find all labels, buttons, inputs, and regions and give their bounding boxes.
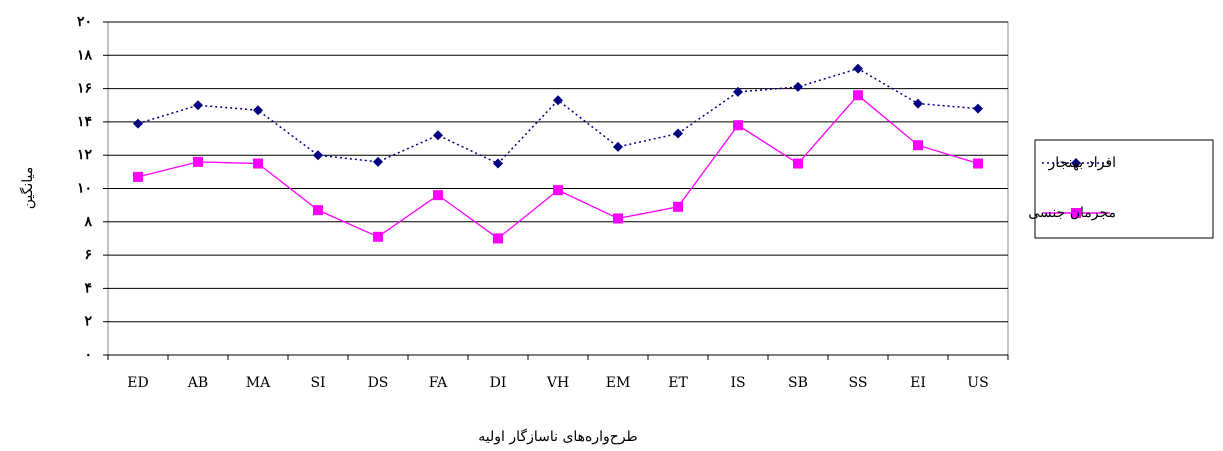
x-tick-label: ET [668, 375, 688, 391]
point [553, 95, 563, 106]
x-tick-label: DS [368, 375, 389, 391]
y-tick-label: ۲ [84, 314, 92, 330]
point [313, 205, 323, 216]
point [133, 171, 143, 182]
series-line [137, 94, 979, 240]
point [613, 141, 623, 152]
y-tick-label: ۱۶ [77, 81, 92, 97]
point [553, 185, 563, 196]
point [253, 158, 263, 169]
point [853, 63, 863, 74]
x-tick-label: MA [246, 375, 271, 391]
point [733, 120, 743, 131]
point [193, 156, 203, 167]
legend-marker [1071, 208, 1081, 218]
point [733, 86, 743, 97]
y-tick-label: ۱۴ [77, 114, 92, 130]
point [913, 140, 923, 151]
y-tick-label: ۴ [84, 280, 92, 296]
point [793, 158, 803, 169]
legend-label: افراد بهنجار [1047, 155, 1116, 171]
y-tick-label: ۸ [83, 214, 92, 230]
point [493, 158, 503, 169]
x-tick-label: VH [546, 375, 569, 391]
point [133, 118, 143, 129]
point [853, 90, 863, 101]
point [373, 156, 383, 167]
x-tick-label: SI [310, 375, 325, 391]
x-tick-label: SS [849, 375, 868, 391]
point [973, 103, 983, 114]
point [433, 190, 443, 201]
y-tick-label: ۱۰ [77, 181, 92, 197]
x-tick-label: IS [730, 375, 745, 391]
point [493, 233, 503, 244]
x-tick-label: EM [606, 375, 631, 391]
point [373, 231, 383, 242]
legend-label: مجرمان جنسی [1028, 205, 1116, 221]
point [913, 98, 923, 109]
x-axis-title: طرح‌واره‌های ناسازگار اولیه [478, 428, 637, 445]
point [313, 150, 323, 161]
point [253, 105, 263, 116]
x-tick-label: EI [910, 375, 926, 391]
point [433, 130, 443, 141]
point [613, 213, 623, 224]
y-tick-label: ۰ [84, 347, 92, 363]
point [193, 100, 203, 111]
x-tick-label: ED [127, 375, 148, 391]
point [973, 158, 983, 169]
x-tick-label: SB [788, 375, 808, 391]
y-tick-label: ۱۸ [77, 47, 93, 63]
point [673, 128, 683, 139]
legend-marker [1071, 158, 1081, 168]
x-tick-label: AB [187, 375, 208, 391]
point [673, 201, 683, 212]
x-tick-label: DI [490, 375, 507, 391]
y-tick-label: ۶ [84, 247, 92, 263]
y-tick-label: ۱۲ [77, 147, 93, 163]
x-tick-label: FA [429, 375, 448, 391]
series-line [137, 67, 979, 165]
x-tick-label: US [967, 375, 988, 391]
legend [1034, 139, 1214, 239]
y-axis-title: میانگین [19, 167, 36, 210]
y-tick-label: ۲۰ [77, 14, 92, 30]
point [793, 81, 803, 92]
